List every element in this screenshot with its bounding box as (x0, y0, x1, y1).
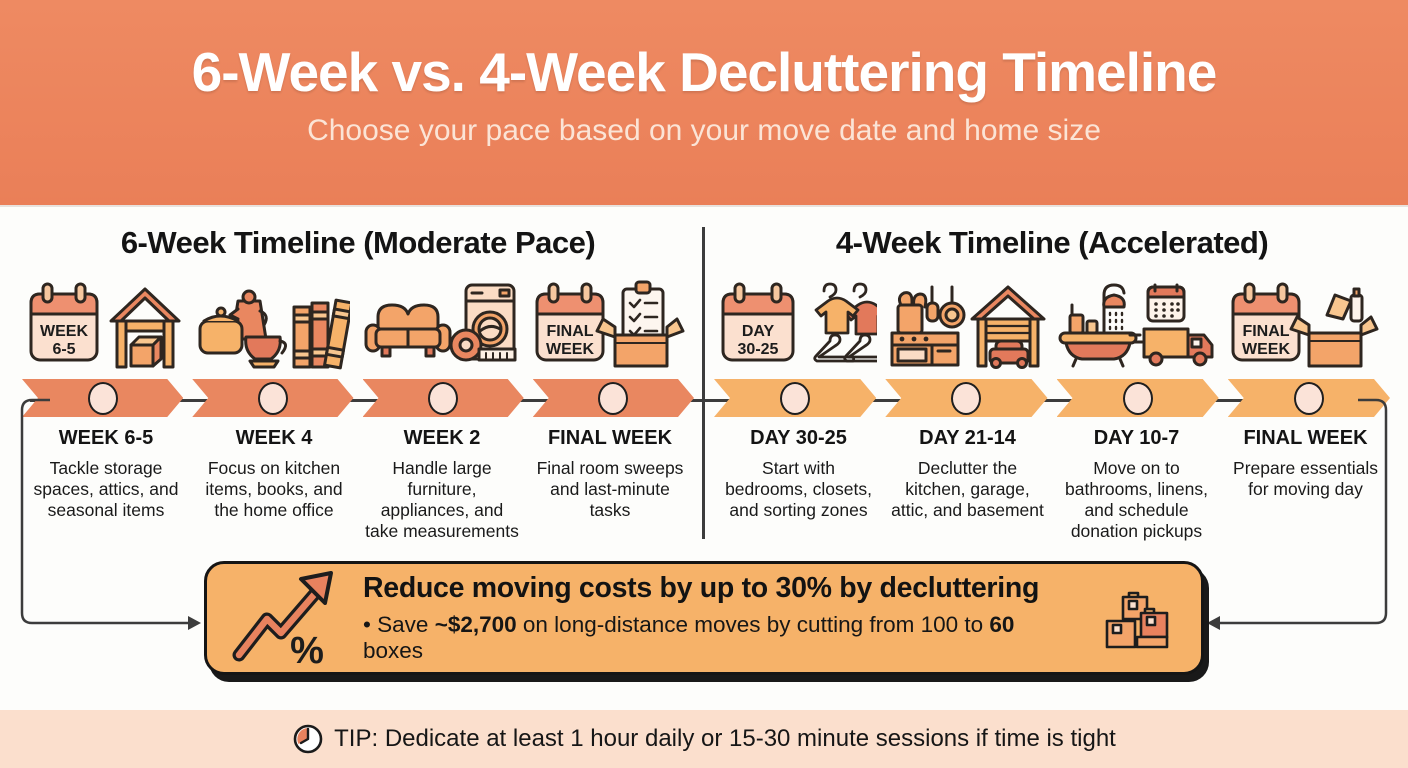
main-area: 6-Week Timeline (Moderate Pace) WEEK 6-5 (0, 205, 1408, 710)
footer-tip-bar: TIP: Dedicate at least 1 hour daily or 1… (0, 710, 1408, 768)
six-week-arrow-step-4 (533, 379, 694, 417)
savings-callout: % Reduce moving costs by up to 30% by de… (204, 561, 1204, 675)
six-week-arrow-step-1 (22, 379, 183, 417)
step-description: Tackle storage spaces, attics, and seaso… (33, 458, 179, 520)
kitchen-books-icon (190, 277, 358, 373)
step-title: DAY 30-25 (750, 427, 847, 449)
step-description: Start with bedrooms, closets, and sortin… (725, 458, 872, 520)
six-week-column-title: 6-Week Timeline (Moderate Pace) (120, 225, 596, 260)
svg-text:6-5: 6-5 (52, 341, 75, 358)
calendar-storage-icon: WEEK 6-5 (22, 277, 190, 373)
timeline-node (258, 382, 288, 415)
four-week-arrow-step-3 (1057, 379, 1219, 417)
timeline-node (598, 382, 628, 415)
step-title: FINAL WEEK (1243, 427, 1368, 449)
savings-bullet: • Save ~$2,700 on long-distance moves by… (363, 612, 1015, 663)
timeline-node (1294, 382, 1324, 415)
calendar-checklist-box-icon: FINAL WEEK (526, 277, 694, 373)
footer-tip-text: TIP: Dedicate at least 1 hour daily or 1… (334, 725, 1116, 752)
svg-text:WEEK: WEEK (40, 323, 88, 340)
six-week-arrow-step-3 (363, 379, 524, 417)
trend-arrow-icon: % (232, 571, 333, 667)
four-week-column: 4-Week Timeline (Accelerated) DAY 30-25 (714, 225, 1390, 542)
step-label: DAY 30-25 Start with bedrooms, closets, … (714, 427, 883, 542)
timeline-node (1123, 382, 1153, 415)
step-title: FINAL WEEK (547, 427, 673, 449)
furniture-appliances-icon (358, 277, 526, 373)
four-week-column-title: 4-Week Timeline (Accelerated) (835, 225, 1269, 260)
header: 6-Week vs. 4-Week Decluttering Timeline … (0, 0, 1408, 207)
six-week-arrow-track (22, 379, 694, 417)
page-title: 6-Week vs. 4-Week Decluttering Timeline (191, 41, 1218, 103)
svg-text:DAY: DAY (741, 323, 774, 340)
savings-text: Reduce moving costs by up to 30% by decl… (363, 572, 1079, 664)
svg-text:%: % (290, 630, 324, 667)
step-description: Final room sweeps and last-minute tasks (536, 458, 684, 520)
step-title: DAY 21-14 (919, 427, 1016, 449)
svg-text:WEEK: WEEK (546, 341, 594, 358)
bathroom-truck-icon (1052, 277, 1221, 373)
timeline-node (951, 382, 981, 415)
page-subtitle: Choose your pace based on your move date… (307, 113, 1101, 147)
four-week-arrow-track (714, 379, 1390, 417)
four-week-arrow-step-1 (714, 379, 876, 417)
column-divider-line (702, 227, 705, 539)
svg-text:WEEK: WEEK (1242, 341, 1290, 358)
svg-text:30-25: 30-25 (737, 341, 778, 358)
stacked-boxes-icon (1105, 591, 1169, 649)
six-week-arrow-step-2 (192, 379, 353, 417)
step-title: WEEK 2 (403, 427, 481, 449)
six-week-column: 6-Week Timeline (Moderate Pace) WEEK 6-5 (22, 225, 694, 542)
svg-text:FINAL: FINAL (546, 323, 593, 340)
right-connector-arrowhead (1207, 616, 1220, 630)
step-label: DAY 10-7 Move on to bathrooms, linens, a… (1052, 427, 1221, 542)
step-title: WEEK 4 (235, 427, 313, 449)
clock-icon (293, 724, 323, 754)
six-week-icons-row: WEEK 6-5 (22, 277, 694, 373)
step-label: WEEK 2 Handle large furniture, appliance… (358, 427, 526, 542)
step-label: FINAL WEEK Final room sweeps and last-mi… (526, 427, 694, 542)
calendar-essentials-box-icon: FINAL WEEK (1221, 277, 1390, 373)
timeline-node (88, 382, 118, 415)
svg-text:FINAL: FINAL (1242, 323, 1289, 340)
step-description: Handle large furniture, appliances, and … (365, 458, 519, 541)
step-description: Declutter the kitchen, garage, attic, an… (891, 458, 1044, 520)
step-description: Prepare essentials for moving day (1233, 458, 1378, 499)
kitchen-garage-icon (883, 277, 1052, 373)
four-week-arrow-step-4 (1228, 379, 1390, 417)
six-week-labels-row: WEEK 6-5 Tackle storage spaces, attics, … (22, 427, 694, 542)
four-week-arrow-step-2 (885, 379, 1047, 417)
step-title: WEEK 6-5 (58, 427, 154, 449)
step-title: DAY 10-7 (1093, 427, 1180, 449)
savings-heading: Reduce moving costs by up to 30% by decl… (363, 572, 1040, 604)
step-description: Focus on kitchen items, books, and the h… (205, 458, 343, 520)
step-label: WEEK 6-5 Tackle storage spaces, attics, … (22, 427, 190, 542)
step-label: WEEK 4 Focus on kitchen items, books, an… (190, 427, 358, 542)
four-week-icons-row: DAY 30-25 (714, 277, 1390, 373)
four-week-labels-row: DAY 30-25 Start with bedrooms, closets, … (714, 427, 1390, 542)
timeline-node (780, 382, 810, 415)
step-label: DAY 21-14 Declutter the kitchen, garage,… (883, 427, 1052, 542)
step-description: Move on to bathrooms, linens, and schedu… (1065, 458, 1208, 541)
step-label: FINAL WEEK Prepare essentials for moving… (1221, 427, 1390, 542)
left-connector-arrowhead (188, 616, 201, 630)
calendar-clothes-icon: DAY 30-25 (714, 277, 883, 373)
timeline-node (428, 382, 458, 415)
